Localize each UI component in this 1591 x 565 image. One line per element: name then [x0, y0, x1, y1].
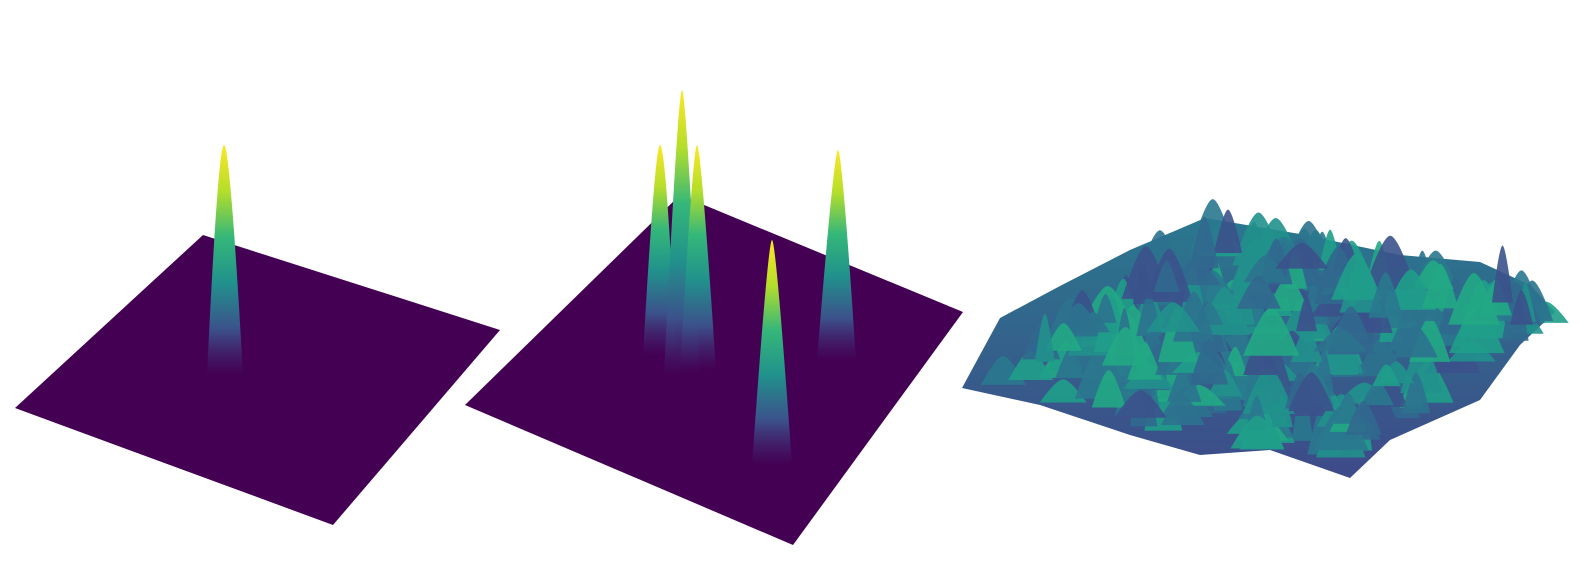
peak	[207, 145, 243, 375]
bump	[1290, 326, 1323, 363]
bump	[1345, 400, 1382, 435]
bump	[1288, 372, 1335, 412]
bump	[1510, 290, 1534, 325]
bump	[1275, 243, 1329, 269]
bump	[1230, 415, 1285, 449]
bump	[1045, 323, 1082, 351]
bump	[1331, 253, 1382, 300]
bump	[1236, 275, 1281, 309]
bump	[1114, 390, 1167, 418]
bump	[1368, 272, 1403, 318]
bump	[1243, 307, 1300, 356]
bump	[1213, 209, 1243, 253]
bump	[1296, 296, 1318, 332]
bump	[1101, 327, 1150, 366]
bump	[1039, 379, 1087, 403]
floor	[15, 235, 500, 525]
bump	[1034, 313, 1055, 362]
bump	[1385, 269, 1436, 310]
bump	[1393, 325, 1438, 358]
bump	[1372, 364, 1401, 387]
bump	[1492, 245, 1514, 303]
surface-1	[15, 145, 500, 525]
bump	[1153, 260, 1180, 293]
bump	[1091, 369, 1126, 408]
bump	[1189, 216, 1219, 269]
bump	[1167, 364, 1202, 402]
bump	[1361, 380, 1394, 406]
surface-2	[465, 90, 963, 545]
bump	[1313, 329, 1368, 352]
bump	[1160, 395, 1205, 426]
peak	[680, 145, 716, 370]
bump	[1075, 311, 1110, 333]
bump	[1146, 302, 1201, 332]
bump	[1401, 372, 1431, 414]
bump	[1189, 339, 1229, 385]
bump	[1243, 254, 1289, 283]
bump	[1008, 351, 1054, 380]
bump	[1422, 263, 1459, 309]
surface-3	[962, 199, 1569, 478]
peak	[752, 240, 792, 465]
peak	[817, 150, 856, 360]
bump	[1094, 294, 1117, 323]
bump	[1364, 235, 1417, 290]
